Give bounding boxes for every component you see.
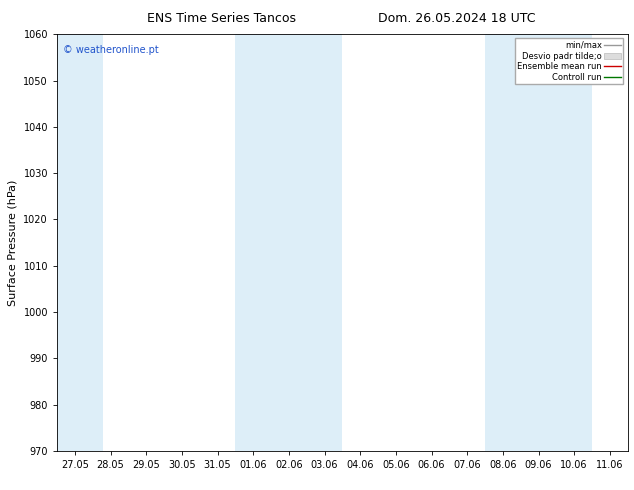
Text: © weatheronline.pt: © weatheronline.pt bbox=[63, 45, 158, 55]
Text: Dom. 26.05.2024 18 UTC: Dom. 26.05.2024 18 UTC bbox=[378, 12, 535, 25]
Legend: min/max, Desvio padr tilde;o, Ensemble mean run, Controll run: min/max, Desvio padr tilde;o, Ensemble m… bbox=[515, 39, 623, 84]
Bar bbox=[235, 34, 342, 451]
Text: ENS Time Series Tancos: ENS Time Series Tancos bbox=[147, 12, 297, 25]
Bar bbox=[485, 34, 592, 451]
Bar bbox=[57, 34, 103, 451]
Y-axis label: Surface Pressure (hPa): Surface Pressure (hPa) bbox=[8, 179, 18, 306]
